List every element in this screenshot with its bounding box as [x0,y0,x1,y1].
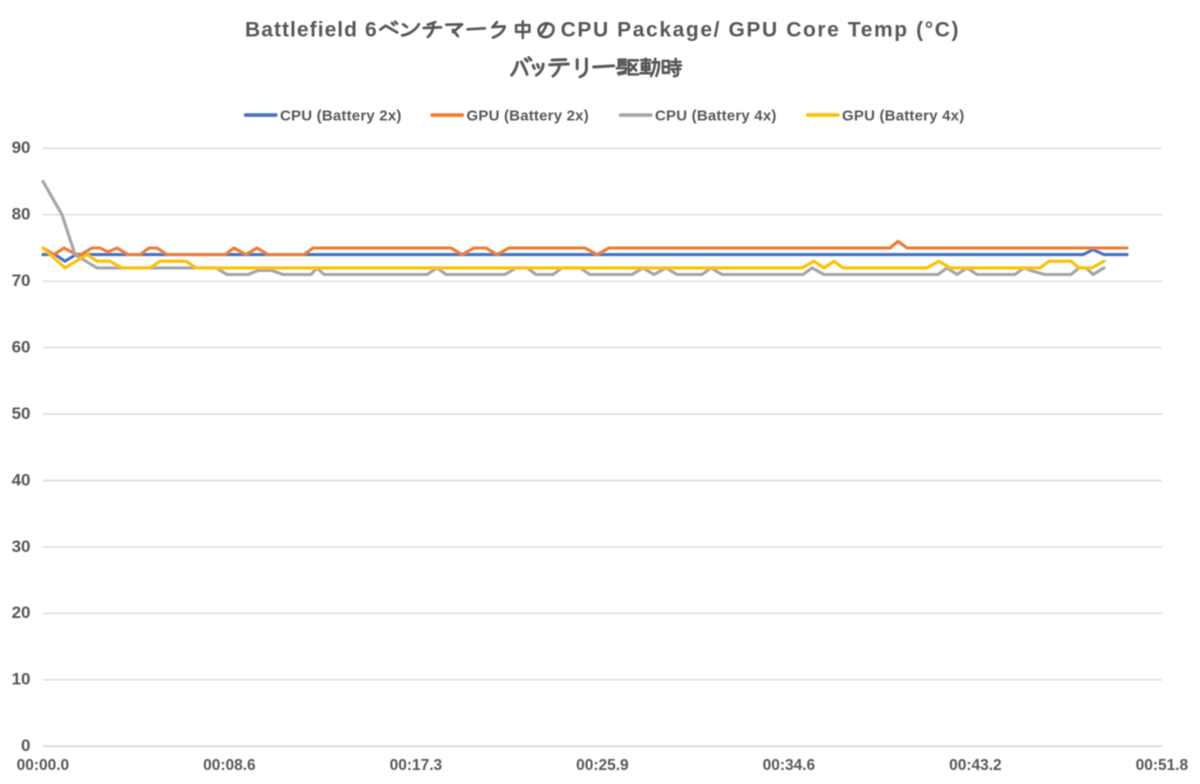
svg-text:00:00.0: 00:00.0 [17,757,70,774]
svg-text:00:34.6: 00:34.6 [763,757,816,774]
svg-text:CPU Package/ GPU Core Temp (°C: CPU Package/ GPU Core Temp (°C) [561,18,961,41]
svg-text:60: 60 [12,338,31,357]
svg-text:00:25.9: 00:25.9 [576,757,629,774]
svg-text:90: 90 [12,138,31,157]
svg-text:CPU (Battery 2x): CPU (Battery 2x) [280,108,402,125]
svg-text:50: 50 [12,404,31,423]
svg-text:80: 80 [12,205,31,224]
svg-text:00:17.3: 00:17.3 [390,757,443,774]
svg-text:00:43.2: 00:43.2 [949,757,1002,774]
svg-text:40: 40 [12,470,31,489]
svg-text:70: 70 [12,271,31,290]
svg-text:0: 0 [21,736,30,755]
svg-text:00:51.8: 00:51.8 [1136,757,1189,774]
svg-text:Battlefield 6: Battlefield 6 [245,18,378,41]
svg-text:CPU (Battery 4x): CPU (Battery 4x) [655,108,777,125]
svg-text:00:08.6: 00:08.6 [203,757,256,774]
svg-text:GPU (Battery 2x): GPU (Battery 2x) [467,108,589,125]
svg-text:10: 10 [12,670,31,689]
svg-text:30: 30 [12,537,31,556]
svg-text:20: 20 [12,603,31,622]
svg-text:GPU (Battery 4x): GPU (Battery 4x) [842,108,964,125]
